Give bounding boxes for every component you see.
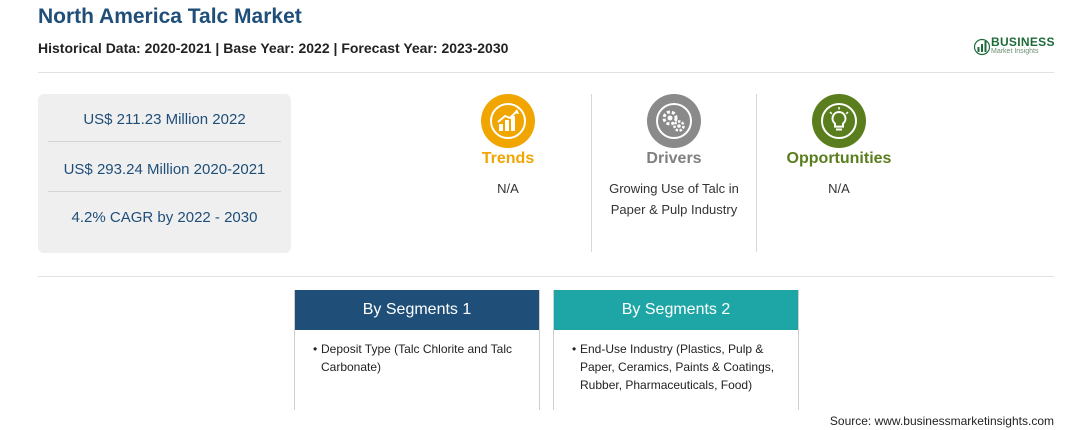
opportunities-description: N/A	[828, 181, 850, 196]
segment-2-item: End-Use Industry (Plastics, Pulp & Paper…	[580, 342, 775, 392]
segment-card-2: By Segments 2 • End-Use Industry (Plasti…	[553, 290, 799, 410]
opportunities-title: Opportunities	[786, 150, 892, 167]
stats-panel: US$ 211.23 Million 2022 US$ 293.24 Milli…	[38, 94, 291, 253]
segment-1-header: By Segments 1	[295, 290, 539, 330]
feature-opportunities: Opportunities N/A	[769, 94, 909, 199]
stat-market-size-historical: US$ 293.24 Million 2020-2021	[63, 161, 266, 178]
drivers-title: Drivers	[646, 150, 702, 167]
header-divider	[38, 72, 1054, 73]
stat-cagr: 4.2% CAGR by 2022 - 2030	[71, 209, 258, 226]
trends-description: N/A	[497, 181, 519, 196]
segment-1-body: • Deposit Type (Talc Chlorite and Talc C…	[295, 330, 539, 376]
lightbulb-icon	[812, 94, 866, 148]
chart-growth-icon	[481, 94, 535, 148]
section-divider	[38, 276, 1054, 277]
stat-divider	[48, 141, 281, 142]
logo-name: BUSINESS	[991, 35, 1055, 49]
page-subtitle: Historical Data: 2020-2021 | Base Year: …	[38, 40, 509, 56]
source-note: Source: www.businessmarketinsights.com	[829, 414, 1054, 428]
feature-trends: Trends N/A	[438, 94, 578, 199]
company-logo: BUSINESS Market Insights	[974, 34, 1064, 60]
feature-drivers: Drivers Growing Use of Talc in Paper & P…	[604, 94, 744, 220]
stat-market-size-2022: US$ 211.23 Million 2022	[83, 111, 246, 128]
logo-tagline: Market Insights	[991, 48, 1039, 55]
segment-card-1: By Segments 1 • Deposit Type (Talc Chlor…	[294, 290, 540, 410]
segment-2-header: By Segments 2	[554, 290, 798, 330]
bar-growth-logo-icon	[974, 38, 990, 56]
bullet-icon: •	[313, 342, 318, 356]
feature-divider	[591, 94, 592, 252]
gears-icon	[647, 94, 701, 148]
drivers-description: Growing Use of Talc in Paper & Pulp Indu…	[609, 181, 739, 217]
segment-2-body: • End-Use Industry (Plastics, Pulp & Pap…	[554, 330, 798, 394]
page-title: North America Talc Market	[38, 5, 302, 28]
segment-1-item: Deposit Type (Talc Chlorite and Talc Car…	[321, 342, 512, 374]
feature-divider	[756, 94, 757, 252]
trends-title: Trends	[481, 150, 535, 167]
stat-divider	[48, 191, 281, 192]
bullet-icon: •	[572, 342, 577, 356]
